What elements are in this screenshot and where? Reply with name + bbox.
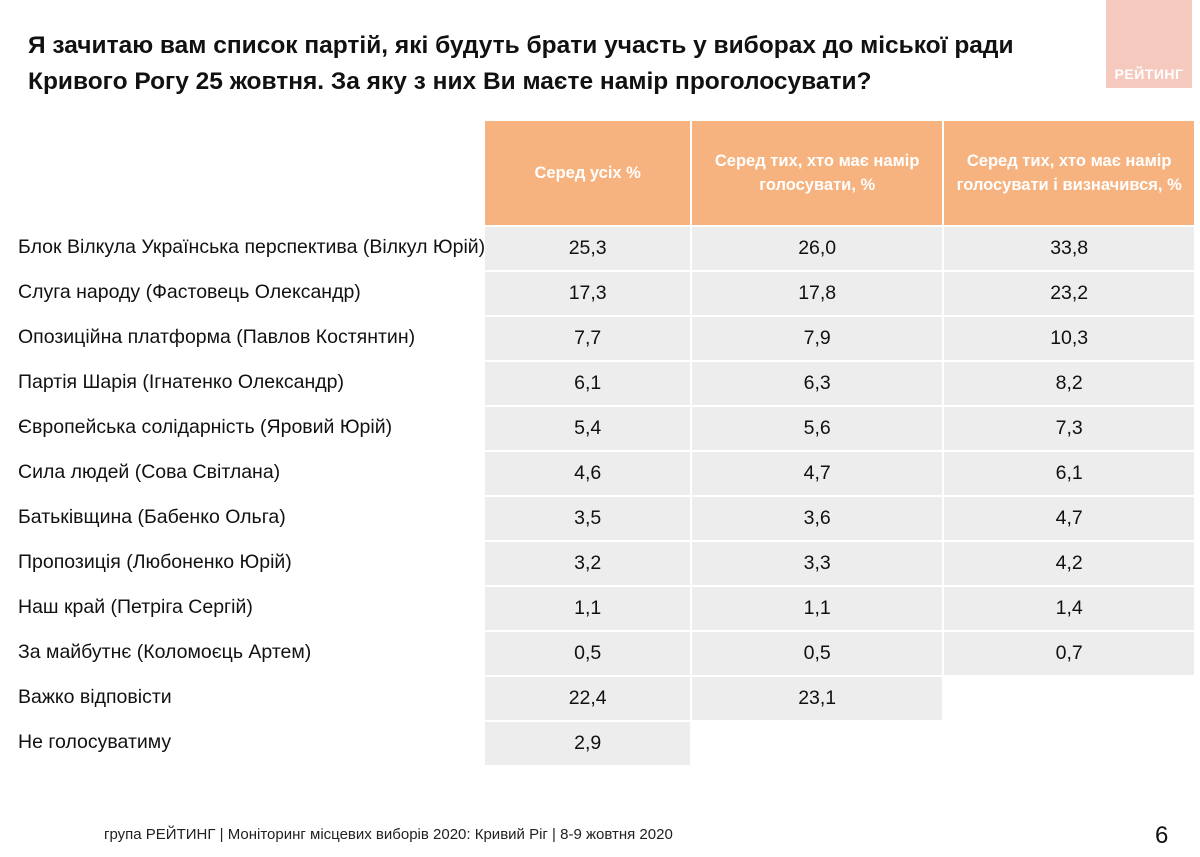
results-table: Серед усіх % Серед тих, хто має намір го…	[13, 121, 1197, 765]
party-name: Не голосуватиму	[18, 731, 172, 753]
empty-cell	[944, 720, 1196, 765]
party-name: Пропозиція (Любоненко Юрій)	[18, 551, 292, 573]
party-name: Наш край (Петріга Сергій)	[18, 596, 253, 618]
value-cell: 4,7	[944, 495, 1197, 540]
table-row: Блок Вілкула Українська перспектива (Віл…	[13, 225, 1197, 270]
value-cell: 26,0	[692, 225, 945, 270]
value-cell: 0,7	[944, 630, 1197, 675]
table-row: Батьківщина (Бабенко Ольга) 3,5 3,6 4,7	[13, 495, 1197, 540]
value-cell: 17,3	[485, 270, 693, 315]
header-empty-cell	[13, 121, 485, 225]
footer-source: група РЕЙТИНГ | Моніторинг місцевих вибо…	[104, 826, 673, 843]
logo-text: РЕЙТИНГ	[1114, 66, 1184, 82]
value-cell: 3,2	[485, 540, 693, 585]
value-cell: 7,9	[692, 315, 945, 360]
value-cell: 33,8	[944, 225, 1197, 270]
empty-cell	[692, 720, 944, 765]
value-cell: 7,7	[485, 315, 693, 360]
value-cell: 10,3	[944, 315, 1197, 360]
value-cell: 3,3	[692, 540, 945, 585]
value-cell: 4,6	[485, 450, 693, 495]
table-row: Опозиційна платформа (Павлов Костянтин) 7…	[13, 315, 1197, 360]
value-cell: 6,1	[944, 450, 1197, 495]
header-all: Серед усіх %	[485, 121, 693, 225]
empty-cell	[944, 675, 1196, 720]
value-cell: 1,1	[485, 585, 693, 630]
value-cell: 2,9	[485, 720, 693, 765]
value-cell: 0,5	[692, 630, 945, 675]
party-name: Слуга народу (Фастовець Олександр)	[18, 281, 361, 303]
value-cell: 3,6	[692, 495, 945, 540]
table-row: Пропозиція (Любоненко Юрій) 3,2 3,3 4,2	[13, 540, 1197, 585]
table-row: Наш край (Петріга Сергій) 1,1 1,1 1,4	[13, 585, 1197, 630]
value-cell: 8,2	[944, 360, 1197, 405]
value-cell: 1,4	[944, 585, 1197, 630]
value-cell: 4,7	[692, 450, 945, 495]
table-row: Не голосуватиму 2,9	[13, 720, 1196, 765]
value-cell: 22,4	[485, 675, 693, 720]
page-title: Я зачитаю вам список партій, які будуть …	[28, 32, 1014, 95]
party-name: Європейська солідарність (Яровий Юрій)	[18, 416, 393, 438]
party-name: Важко відповісти	[18, 686, 172, 708]
value-cell: 1,1	[692, 585, 945, 630]
value-cell: 6,3	[692, 360, 945, 405]
table-row: За майбутнє (Коломоєць Артем) 0,5 0,5 0,7	[13, 630, 1197, 675]
value-cell: 25,3	[485, 225, 693, 270]
value-cell: 0,5	[485, 630, 693, 675]
party-name: Батьківщина (Бабенко Ольга)	[18, 506, 286, 528]
value-cell: 7,3	[944, 405, 1197, 450]
party-name: Сила людей (Сова Світлана)	[18, 461, 281, 483]
value-cell: 23,1	[692, 675, 945, 720]
value-cell: 4,2	[944, 540, 1197, 585]
value-cell: 3,5	[485, 495, 693, 540]
party-name: Партія Шарія (Ігнатенко Олександр)	[18, 371, 344, 393]
value-cell: 5,6	[692, 405, 945, 450]
table-header-row: Серед усіх % Серед тих, хто має намір го…	[13, 121, 1197, 225]
value-cell: 6,1	[485, 360, 693, 405]
page-number: 6	[1155, 822, 1169, 849]
party-name: Опозиційна платформа (Павлов Костянтин)	[18, 326, 416, 348]
rating-logo: РЕЙТИНГ	[1106, 0, 1192, 88]
value-cell: 5,4	[485, 405, 693, 450]
value-cell: 23,2	[944, 270, 1197, 315]
table-row: Сила людей (Сова Світлана) 4,6 4,7 6,1	[13, 450, 1197, 495]
party-name: За майбутнє (Коломоєць Артем)	[18, 641, 312, 663]
party-name: Блок Вілкула Українська перспектива (Віл…	[18, 236, 486, 258]
header-decided: Серед тих, хто має намір голосувати і ви…	[944, 121, 1197, 225]
table-body: Блок Вілкула Українська перспектива (Віл…	[13, 225, 1197, 765]
value-cell: 17,8	[692, 270, 945, 315]
table-row: Важко відповісти 22,4 23,1	[13, 675, 1196, 720]
table-row: Партія Шарія (Ігнатенко Олександр) 6,1 6,3…	[13, 360, 1197, 405]
table-row: Слуга народу (Фастовець Олександр) 17,3 17…	[13, 270, 1197, 315]
header-intend-to-vote: Серед тих, хто має намір голосувати, %	[692, 121, 945, 225]
table-row: Європейська солідарність (Яровий Юрій) 5,…	[13, 405, 1197, 450]
